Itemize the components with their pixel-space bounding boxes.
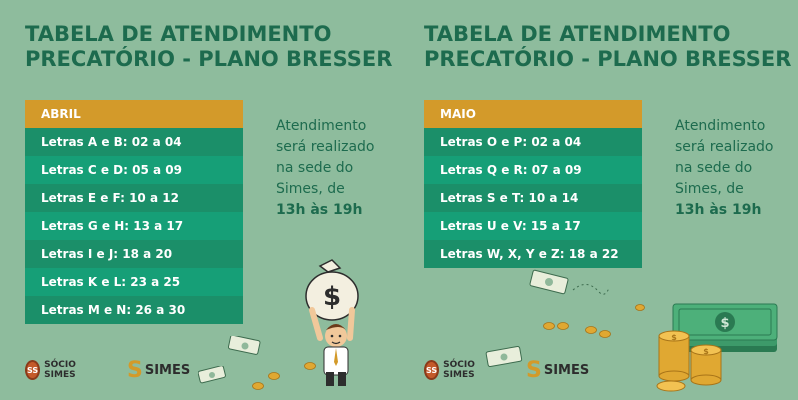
title-line-2: PRECATÓRIO - PLANO BRESSER bbox=[424, 47, 792, 71]
socio-simes-mark: SS bbox=[25, 360, 41, 380]
table-row: Letras Q e R: 07 a 09 bbox=[424, 156, 642, 184]
simes-name: SIMES bbox=[144, 363, 191, 378]
coin-stack-icon: $ $ bbox=[656, 330, 722, 392]
dollar-bill-icon bbox=[529, 269, 610, 295]
coin-icon bbox=[268, 372, 280, 380]
panel-april: TABELA DE ATENDIMENTO PRECATÓRIO - PLANO… bbox=[25, 22, 396, 390]
table-row: Letras E e F: 10 a 12 bbox=[25, 184, 243, 212]
simes-logo: S SIMES bbox=[127, 360, 190, 382]
coin-icon bbox=[543, 322, 555, 330]
note-line: será realizado bbox=[675, 139, 774, 155]
table-row: Letras M e N: 26 a 30 bbox=[25, 296, 243, 324]
page-title: TABELA DE ATENDIMENTO PRECATÓRIO - PLANO… bbox=[424, 22, 791, 72]
man-with-money-bag-icon: $ bbox=[305, 259, 359, 386]
note-hours: 13h às 19h bbox=[675, 202, 762, 218]
table-row: Letras U e V: 15 a 17 bbox=[424, 212, 642, 240]
panel-may: TABELA DE ATENDIMENTO PRECATÓRIO - PLANO… bbox=[399, 0, 798, 400]
table-row: Letras I e J: 18 a 20 bbox=[25, 240, 243, 268]
schedule-table-april: ABRIL Letras A e B: 02 a 04 Letras C e D… bbox=[25, 100, 243, 324]
socio-simes-name: SÓCIO SIMES bbox=[44, 360, 76, 380]
title-line-1: TABELA DE ATENDIMENTO bbox=[25, 22, 332, 46]
svg-text:$: $ bbox=[323, 282, 341, 312]
simes-mark: S bbox=[127, 358, 143, 383]
note-line: Atendimento bbox=[675, 118, 766, 134]
table-row: Letras S e T: 10 a 14 bbox=[424, 184, 642, 212]
table-row: Letras C e D: 05 a 09 bbox=[25, 156, 243, 184]
month-header: ABRIL bbox=[25, 100, 243, 128]
simes-logo: S SIMES bbox=[526, 360, 589, 382]
dollar-bill-stack-icon: $ bbox=[672, 303, 778, 352]
note-line: na sede do bbox=[276, 160, 354, 176]
schedule-table-may: MAIO Letras O e P: 02 a 04 Letras Q e R:… bbox=[424, 100, 642, 268]
table-row: Letras G e H: 13 a 17 bbox=[25, 212, 243, 240]
note-line: na sede do bbox=[675, 160, 753, 176]
note-hours: 13h às 19h bbox=[276, 202, 363, 218]
socio-simes-logo: SS SÓCIO SIMES bbox=[25, 360, 81, 380]
attendance-note: Atendimento será realizado na sede do Si… bbox=[276, 116, 396, 221]
coin-icon bbox=[557, 322, 569, 330]
coin-icon bbox=[304, 362, 316, 370]
socio-simes-logo: SS SÓCIO SIMES bbox=[424, 360, 480, 380]
coin-icon bbox=[599, 330, 611, 338]
page-title: TABELA DE ATENDIMENTO PRECATÓRIO - PLANO… bbox=[25, 22, 392, 72]
title-line-1: TABELA DE ATENDIMENTO bbox=[424, 22, 731, 46]
table-row: Letras K e L: 23 a 25 bbox=[25, 268, 243, 296]
table-row: Letras O e P: 02 a 04 bbox=[424, 128, 642, 156]
svg-text:$: $ bbox=[703, 347, 709, 356]
coin-icon bbox=[585, 326, 597, 334]
coin-icon bbox=[252, 382, 264, 390]
month-header: MAIO bbox=[424, 100, 642, 128]
svg-text:$: $ bbox=[720, 316, 729, 331]
simes-mark: S bbox=[526, 358, 542, 383]
dollar-bill-icon bbox=[228, 336, 261, 355]
note-line: Simes, de bbox=[276, 181, 345, 197]
dollar-bill-icon bbox=[485, 346, 523, 368]
svg-text:$: $ bbox=[671, 333, 677, 342]
dollar-bill-icon bbox=[198, 366, 226, 384]
note-line: Atendimento bbox=[276, 118, 367, 134]
simes-name: SIMES bbox=[543, 363, 590, 378]
socio-simes-mark: SS bbox=[424, 360, 440, 380]
note-line: será realizado bbox=[276, 139, 375, 155]
socio-simes-name: SÓCIO SIMES bbox=[443, 360, 475, 380]
note-line: Simes, de bbox=[675, 181, 744, 197]
title-line-2: PRECATÓRIO - PLANO BRESSER bbox=[25, 47, 393, 71]
attendance-note: Atendimento será realizado na sede do Si… bbox=[675, 116, 795, 221]
table-row: Letras W, X, Y e Z: 18 a 22 bbox=[424, 240, 642, 268]
table-row: Letras A e B: 02 a 04 bbox=[25, 128, 243, 156]
coin-icon bbox=[635, 304, 645, 311]
